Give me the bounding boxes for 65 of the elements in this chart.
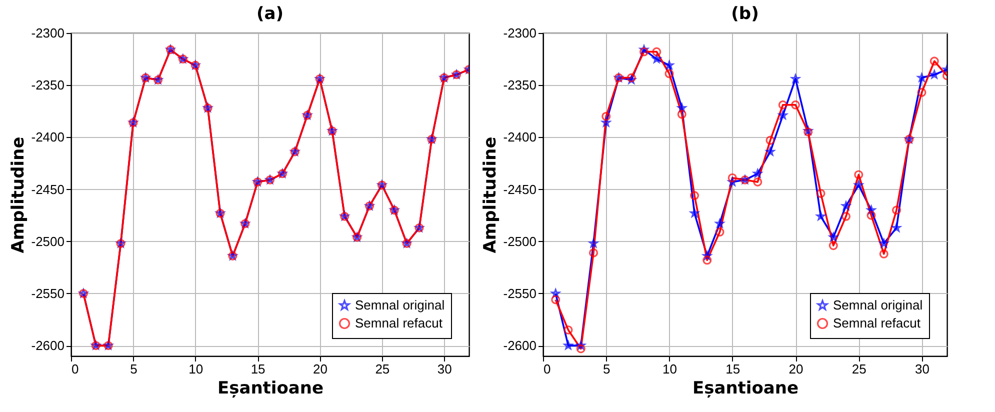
legend-label: Semnal refacut [355,316,443,330]
y-axis-title: Amplitudine [480,136,500,254]
legend-label: Semnal refacut [833,316,921,330]
point [551,295,560,304]
point [841,212,851,221]
y-tick-label: -2350 [31,78,64,93]
legend-label: Semnal original [355,298,445,312]
y-axis-title: Amplitudine [8,136,28,254]
y-tick-label: -2300 [31,26,64,40]
y-tick-label: -2350 [503,78,536,93]
point [652,47,662,56]
point [677,110,686,119]
y-tick-label: -2400 [503,130,536,145]
point [828,241,838,250]
y-tick-label: -2600 [503,338,536,354]
x-tick-label: 10 [188,362,204,376]
x-tick-label: 15 [250,362,266,376]
point [690,191,700,200]
point [930,56,939,66]
x-tick-label: 5 [130,362,138,376]
point [626,73,636,82]
x-tick-label: 25 [852,362,866,376]
x-tick-label: 10 [662,362,677,376]
point [892,206,902,215]
point [564,325,573,334]
point [753,177,762,186]
point [854,170,864,180]
y-tick-label: -2550 [503,286,536,301]
point [602,112,611,121]
point [588,248,598,258]
point [790,100,800,110]
point [917,88,926,97]
chart-title: (a) [256,4,284,24]
y-tick-label: -2600 [31,338,64,354]
x-tick-label: 0 [544,362,551,376]
y-tick-label: -2500 [31,234,64,249]
point [879,249,888,258]
y-tick-label: -2300 [503,26,536,40]
point [778,100,788,110]
x-tick-label: 25 [375,362,390,376]
legend-label: Semnal original [833,298,923,312]
point [576,344,586,354]
point [766,136,775,145]
y-tick-label: -2400 [31,130,64,145]
x-tick-label: 20 [788,362,804,376]
x-tick-label: 15 [726,362,740,376]
x-tick-label: 0 [72,362,79,376]
point [664,69,674,78]
point [816,188,826,198]
point [639,47,649,56]
point [715,228,724,237]
y-tick-label: -2500 [503,234,536,249]
y-tick-label: -2450 [503,182,536,197]
y-tick-label: -2550 [31,286,64,301]
x-tick-label: 20 [313,362,328,376]
x-tick-label: 5 [603,362,610,376]
x-tick-label: 30 [437,362,452,376]
x-tick-label: 30 [915,362,930,376]
x-axis-title: Eșantioane [692,378,799,398]
point [728,173,737,182]
x-axis-title: Eșantioane [217,378,324,398]
point [866,210,876,220]
chart-title: (b) [731,4,759,24]
y-tick-label: -2450 [31,182,64,197]
point [702,256,712,265]
